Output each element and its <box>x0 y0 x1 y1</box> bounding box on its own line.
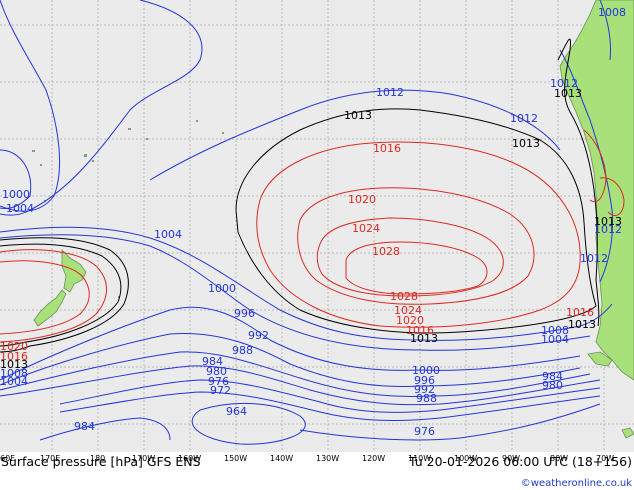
isobar-label: 1004 <box>6 202 34 215</box>
isobar-label: 1013 <box>410 332 438 345</box>
isobar-label: 1008 <box>541 324 569 337</box>
falklands <box>621 427 634 439</box>
lon-tick: 100W <box>454 454 477 463</box>
isobar-label: 1000 <box>412 364 440 377</box>
lon-tick: 90W <box>502 454 520 463</box>
isobar-label: 1016 <box>406 324 434 337</box>
isobar-label: 1016 <box>566 306 594 319</box>
isobar-label: 988 <box>232 344 253 357</box>
isobar-label: 1012 <box>376 86 404 99</box>
isobar-label: 984 <box>542 370 563 383</box>
tierra-del-fuego <box>587 351 613 367</box>
isobar-label: 972 <box>210 384 231 397</box>
low-pressure-isobars <box>0 0 613 445</box>
lon-tick: 110W <box>408 454 431 463</box>
isobar-label: 1004 <box>0 375 28 388</box>
lon-tick: 120W <box>362 454 385 463</box>
map-title: Surface pressure [hPa] GFS ENS <box>1 454 201 469</box>
isobar-label: 1020 <box>396 314 424 327</box>
lon-tick: 70W <box>596 454 614 463</box>
lon-tick: 60E <box>0 454 15 463</box>
isobar-label: 1012 <box>594 223 622 236</box>
high-pressure-isobars <box>0 129 625 343</box>
isobar-label: 976 <box>414 425 435 438</box>
isobar-label: 1016 <box>373 142 401 155</box>
footer-band <box>0 452 634 490</box>
south-america-land <box>559 0 634 381</box>
isobar-label: 1020 <box>0 340 28 353</box>
lon-tick: 130W <box>316 454 339 463</box>
isobar-label: 992 <box>414 383 435 396</box>
credit-link[interactable]: ©weatheronline.co.uk <box>521 478 632 489</box>
isobar-label: 996 <box>234 307 255 320</box>
isobar-label: 1020 <box>348 193 376 206</box>
isobar-label: 1013 <box>0 358 28 371</box>
isobar-label: 1000 <box>2 188 30 201</box>
lon-tick: 180 <box>90 454 105 463</box>
isobar-label: 1012 <box>550 77 578 90</box>
isobar-label: 1013 <box>568 318 596 331</box>
lon-tick: 160W <box>178 454 201 463</box>
isobar-label: 1004 <box>154 228 182 241</box>
isobar-label: 980 <box>542 379 563 392</box>
new-zealand-north-island <box>61 249 87 293</box>
land-masses <box>33 0 634 439</box>
isobar-label: 1012 <box>510 112 538 125</box>
isobar-label: 1024 <box>352 222 380 235</box>
isobar-label: 976 <box>208 375 229 388</box>
isobar-label: 988 <box>416 392 437 405</box>
isobar-label: 1000 <box>208 282 236 295</box>
isobar-label: 1024 <box>394 304 422 317</box>
isobar-label: 1008 <box>0 367 28 380</box>
new-zealand-south-island <box>33 289 67 327</box>
isobar-label: 1004 <box>541 333 569 346</box>
isobar-label: 992 <box>248 329 269 342</box>
isobar-label: 1028 <box>390 290 418 303</box>
isobar-label: 1013 <box>344 109 372 122</box>
lon-tick: 170E <box>40 454 60 463</box>
isobar-label: 1013 <box>594 215 622 228</box>
lon-tick: 170W <box>132 454 155 463</box>
longitude-ticks: 60E 170E 180 170W 160W 150W 140W 130W 12… <box>0 454 614 463</box>
isobar-label: 984 <box>74 420 95 433</box>
isobar-label: 1028 <box>372 245 400 258</box>
isobar-label: 1008 <box>598 6 626 19</box>
isobar-label: 1013 <box>512 137 540 150</box>
isobar-label: 996 <box>414 374 435 387</box>
isobar-label: 980 <box>206 365 227 378</box>
isobar-label: 984 <box>202 355 223 368</box>
reference-1013-isobars <box>0 38 600 353</box>
isobar-label: 964 <box>226 405 247 418</box>
valid-time: Tu 20-01-2026 06:00 UTC (18+156) <box>408 454 632 469</box>
isobar-label: 1016 <box>0 350 28 363</box>
lon-tick: 150W <box>224 454 247 463</box>
isobar-label: 1012 <box>580 252 608 265</box>
contour-labels: 1008 1012 1013 1012 1013 1012 1013 1016 … <box>0 6 626 438</box>
isobar-label: 1013 <box>554 87 582 100</box>
lon-tick: 80W <box>550 454 568 463</box>
lon-tick: 140W <box>270 454 293 463</box>
